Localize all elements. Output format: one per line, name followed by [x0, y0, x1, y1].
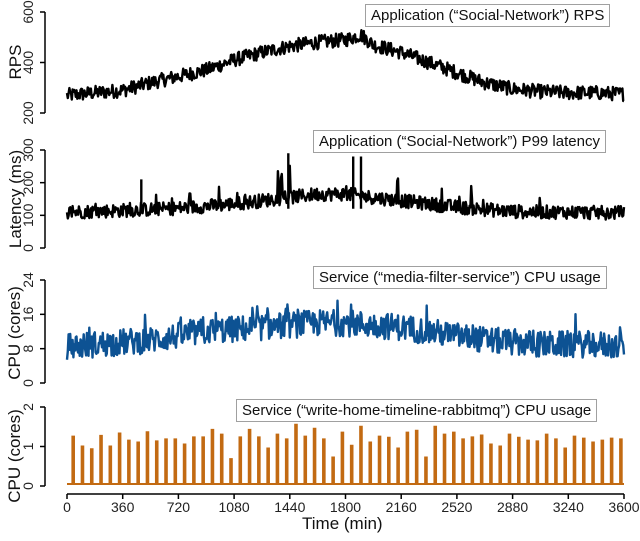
y-tick-label: 8: [20, 345, 36, 353]
panel-3-ylabel: CPU (cores): [5, 286, 24, 380]
panel-1-legend: Application (“Social-Network”) RPS: [365, 4, 611, 27]
series: [65, 29, 626, 486]
rabbitmq-cpu-series: [67, 423, 624, 486]
x-axis-label: Time (min): [302, 514, 383, 533]
x-tick-label: 2880: [497, 499, 528, 515]
y-tick-label: 0: [20, 379, 36, 387]
panel-2-legend: Application (“Social-Network”) P99 laten…: [313, 130, 606, 153]
panel-1-ylabel: RPS: [6, 44, 25, 80]
y-tick-label: 400: [20, 51, 36, 75]
x-tick-label: 1080: [219, 499, 250, 515]
y-tick-label: 16: [20, 306, 36, 322]
media-filter-cpu-series: [65, 299, 626, 360]
y-tick-label: 1: [20, 442, 36, 450]
panel-2-ylabel: Latency (ms): [6, 149, 25, 249]
x-tick-label: 720: [167, 499, 191, 515]
x-tick-label: 3240: [553, 499, 584, 515]
x-tick-label: 2160: [386, 499, 417, 515]
x-tick-label: 3600: [608, 499, 639, 515]
x-tick-label: 2520: [441, 499, 472, 515]
y-tick-label: 2: [20, 403, 36, 411]
x-tick-label: 1800: [330, 499, 361, 515]
x-tick-label: 360: [111, 499, 135, 515]
x-tick-label: 0: [63, 499, 71, 515]
y-tick-label: 200: [20, 101, 36, 125]
y-tick-label: 200: [20, 171, 36, 195]
y-tick-label: 0: [20, 482, 36, 490]
panel-4-legend: Service (“write-home-timeline-rabbitmq”)…: [236, 399, 598, 422]
rps-series: [65, 29, 625, 103]
y-tick-label: 24: [20, 272, 36, 288]
panel-4-ylabel: CPU (cores): [5, 409, 24, 503]
latency-series: [65, 153, 626, 221]
y-tick-label: 0: [20, 244, 36, 252]
y-tick-label: 300: [20, 138, 36, 162]
panel-3-legend: Service (“media-filter-service”) CPU usa…: [313, 266, 607, 289]
axes: 200 400 600 0 100 200 300 0 8 16 24 0 1 2 0 360 720 1080 1…: [20, 0, 640, 515]
x-tick-label: 1440: [274, 499, 305, 515]
y-tick-label: 100: [20, 203, 36, 227]
y-tick-label: 600: [20, 0, 36, 24]
